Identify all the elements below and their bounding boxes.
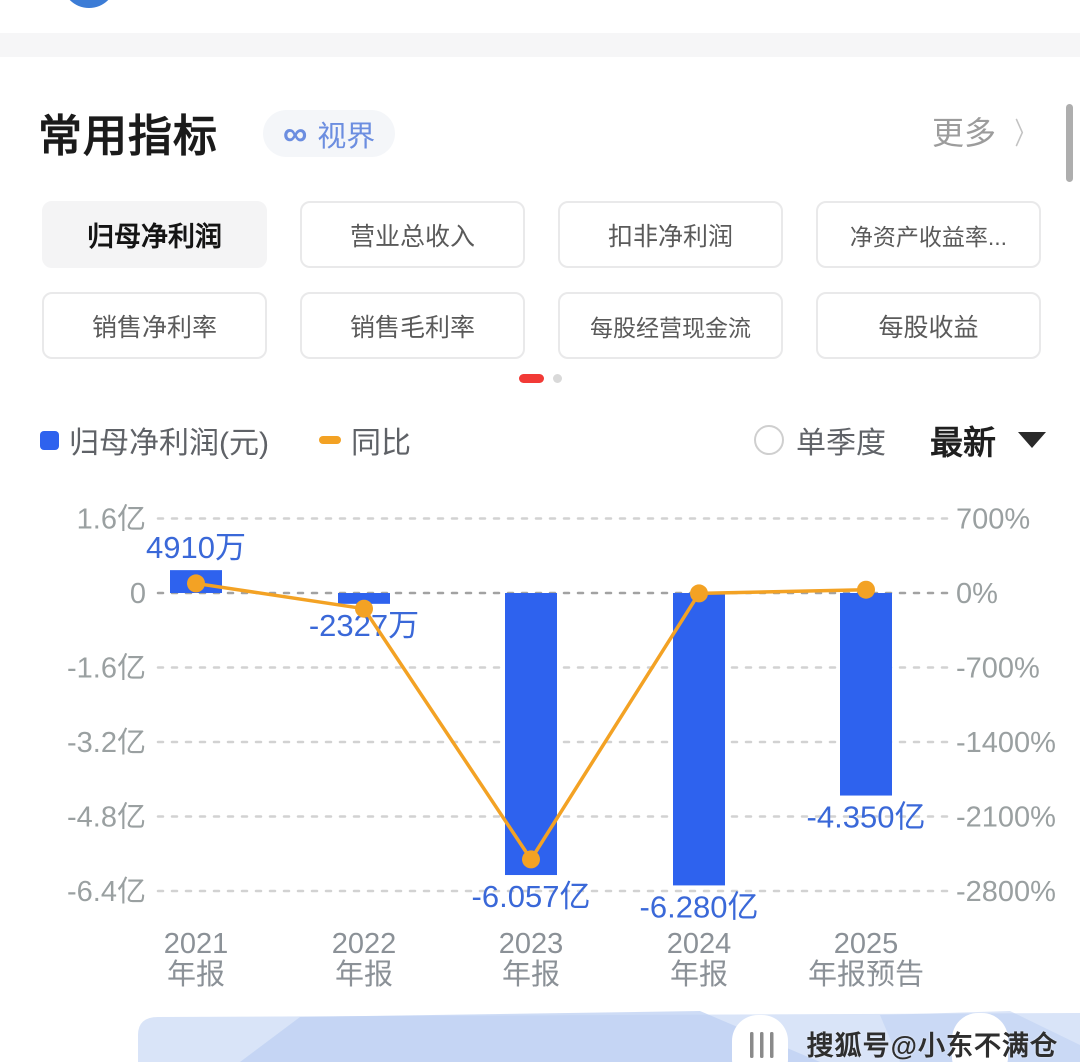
bar-legend-label: 归母净利润(元) (69, 427, 269, 460)
x-axis-label: 2021 (164, 928, 229, 960)
tab-indicator-2[interactable]: 扣非净利润 (558, 201, 783, 268)
infinity-icon: ∞ (283, 114, 308, 153)
right-axis-tick: 700% (956, 504, 1030, 536)
left-axis-tick: 1.6亿 (77, 503, 146, 536)
line-legend-label: 同比 (350, 427, 411, 460)
banner-shape (240, 1011, 820, 1062)
tab-indicator-4[interactable]: 销售净利率 (42, 292, 267, 359)
yoy-point-2023[interactable] (522, 850, 540, 869)
banner-pill (952, 1013, 1008, 1062)
drag-handle-icon (770, 1032, 774, 1058)
x-axis-label: 2022 (332, 928, 397, 960)
x-axis-label: 2025 (834, 928, 899, 960)
bar-value-label: -4.350亿 (807, 800, 926, 835)
x-axis-label: 2024 (667, 928, 732, 960)
x-axis-label: 年报 (502, 958, 560, 991)
latest-dropdown-label[interactable]: 最新 (930, 424, 996, 461)
chart-legend-row: 归母净利润(元) 同比 单季度 最新 (40, 420, 1046, 461)
line-legend-swatch (318, 436, 341, 444)
single-quarter-label: 单季度 (796, 427, 886, 460)
watermark: 搜狐号@小东不满仓 (806, 1031, 1058, 1061)
tab-indicator-3[interactable]: 净资产收益率... (816, 201, 1041, 268)
bottom-banner[interactable] (0, 1005, 1080, 1062)
app-logo-icon (62, 0, 116, 8)
right-axis-tick: 0% (956, 578, 998, 610)
profit-chart: 1.6亿 700% 0 0% -1.6亿 -700% -3.2亿 -1400% -4.8亿 -21… (67, 503, 1056, 992)
left-axis-tick: -1.6亿 (67, 652, 146, 685)
left-axis-tick: -6.4亿 (67, 875, 146, 908)
drag-handle-icon (750, 1032, 754, 1058)
dropdown-caret-icon[interactable] (1018, 432, 1046, 448)
left-axis-tick: 0 (130, 578, 146, 610)
yoy-point-2024[interactable] (690, 584, 708, 603)
drag-handle-icon (760, 1032, 764, 1058)
bar-value-label: 4910万 (146, 530, 246, 565)
right-axis-tick: -2100% (956, 802, 1056, 834)
page-title: 常用指标 (38, 112, 218, 161)
left-axis-tick: -4.8亿 (67, 801, 146, 834)
more-label: 更多 (931, 115, 996, 151)
tab-indicator-7[interactable]: 每股收益 (816, 292, 1041, 359)
right-axis-tick: -2800% (956, 876, 1056, 908)
section-divider (0, 33, 1080, 57)
bar-2022[interactable] (338, 593, 390, 604)
right-axis-tick: -700% (956, 653, 1040, 685)
tab-indicator-6[interactable]: 每股经营现金流 (558, 292, 783, 359)
indicator-tabs: 归母净利润 营业总收入 扣非净利润 净资产收益率... 销售净利率 销售毛利率 每股经营现金… (42, 201, 1041, 359)
tab-indicator-0[interactable]: 归母净利润 (42, 201, 267, 268)
x-axis-label: 2023 (499, 928, 564, 960)
x-axis-label: 年报 (670, 958, 728, 991)
yoy-point-2021[interactable] (187, 574, 205, 593)
bar-value-label: -6.057亿 (472, 879, 591, 914)
bar-2023[interactable] (505, 593, 557, 876)
bar-2024[interactable] (673, 593, 725, 886)
pagination-dot-active[interactable] (518, 374, 544, 383)
chevron-right-icon: 〉 (1014, 118, 1036, 151)
x-axis-label: 年报 (335, 958, 393, 991)
vision-badge-label: 视界 (317, 120, 376, 153)
x-axis-label: 年报预告 (808, 958, 924, 991)
left-axis-tick: -3.2亿 (67, 726, 146, 759)
single-quarter-radio[interactable] (754, 425, 784, 455)
pagination-dots (0, 374, 1080, 383)
yoy-point-2025[interactable] (857, 580, 875, 599)
pagination-dot[interactable] (552, 374, 562, 383)
tab-indicator-5[interactable]: 销售毛利率 (300, 292, 525, 359)
bar-value-label: -6.280亿 (640, 889, 759, 924)
tab-indicator-1[interactable]: 营业总收入 (300, 201, 525, 268)
bar-legend-swatch (40, 430, 59, 450)
more-link[interactable]: 更多 〉 (932, 108, 1040, 154)
x-axis-label: 年报 (167, 958, 225, 991)
scrollbar-thumb[interactable] (1066, 104, 1073, 182)
yoy-point-2022[interactable] (355, 599, 373, 618)
vision-badge[interactable]: ∞ 视界 (263, 110, 396, 157)
right-axis-tick: -1400% (956, 727, 1056, 759)
bar-2025[interactable] (840, 593, 892, 796)
